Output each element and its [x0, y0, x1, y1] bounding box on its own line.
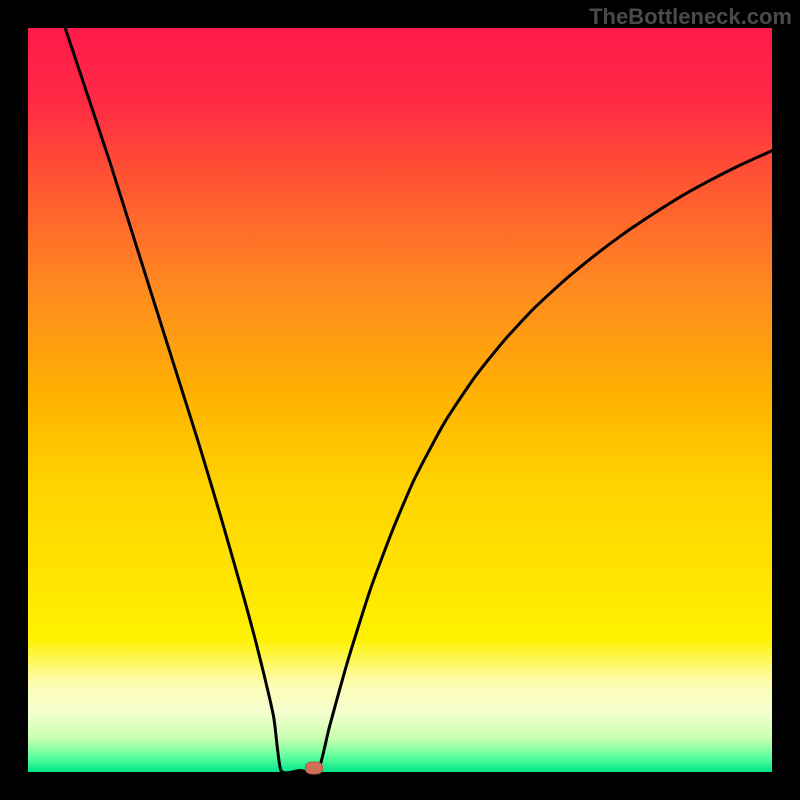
optimal-point-marker	[305, 761, 323, 774]
curve-layer	[28, 28, 772, 772]
plot-area	[28, 28, 772, 772]
watermark-text: TheBottleneck.com	[589, 4, 792, 30]
bottleneck-curve	[65, 28, 772, 772]
chart-container: TheBottleneck.com	[0, 0, 800, 800]
